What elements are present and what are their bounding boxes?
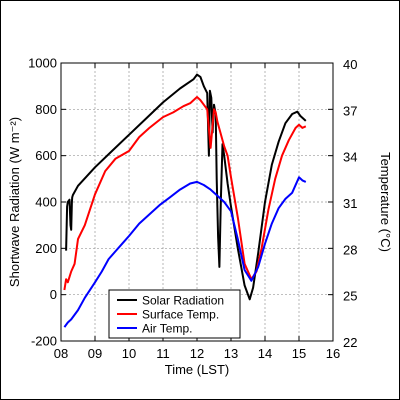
series-line-air-temp (63, 176, 307, 328)
y-left-tick-label: 800 (35, 102, 57, 117)
legend-label: Air Temp. (142, 322, 192, 336)
y-left-tick-label: 400 (35, 195, 57, 210)
x-tick-label: 14 (258, 346, 272, 361)
axis-ticks: 08 09 10 11 12 13 14 15 16 -200 0 200 400 600 800 1000 2… (28, 56, 357, 362)
y-right-tick-label: 28 (343, 242, 357, 257)
x-tick-label: 15 (292, 346, 306, 361)
series-lines (63, 73, 307, 328)
x-tick-label: 08 (54, 346, 68, 361)
series-line-surface-temp (63, 96, 307, 291)
y-right-tick-label: 25 (343, 289, 357, 304)
y-left-axis-title: Shortwave Radiation (W m⁻²) (7, 117, 22, 287)
x-tick-label: 11 (156, 346, 170, 361)
y-right-tick-label: 34 (343, 150, 357, 165)
y-right-tick-label: 37 (343, 103, 357, 118)
x-tick-label: 10 (122, 346, 136, 361)
x-tick-label: 09 (88, 346, 102, 361)
y-left-tick-label: 600 (35, 148, 57, 163)
y-left-tick-label: 200 (35, 241, 57, 256)
x-tick-label: 13 (224, 346, 238, 361)
x-axis-title: Time (LST) (165, 362, 230, 377)
series-line-solar-radiation (65, 73, 307, 301)
legend-label: Surface Temp. (142, 308, 219, 322)
x-tick-label: 12 (190, 346, 204, 361)
x-tick-label: 16 (326, 346, 340, 361)
y-left-tick-label: -200 (31, 334, 57, 349)
y-right-tick-label: 22 (343, 335, 357, 350)
y-left-tick-label: 1000 (28, 56, 57, 71)
legend-label: Solar Radiation (142, 294, 224, 308)
y-left-tick-label: 0 (50, 287, 57, 302)
y-right-axis-title: Temperature (°C) (378, 152, 393, 252)
y-right-tick-label: 31 (343, 196, 357, 211)
y-right-tick-label: 40 (343, 57, 357, 72)
